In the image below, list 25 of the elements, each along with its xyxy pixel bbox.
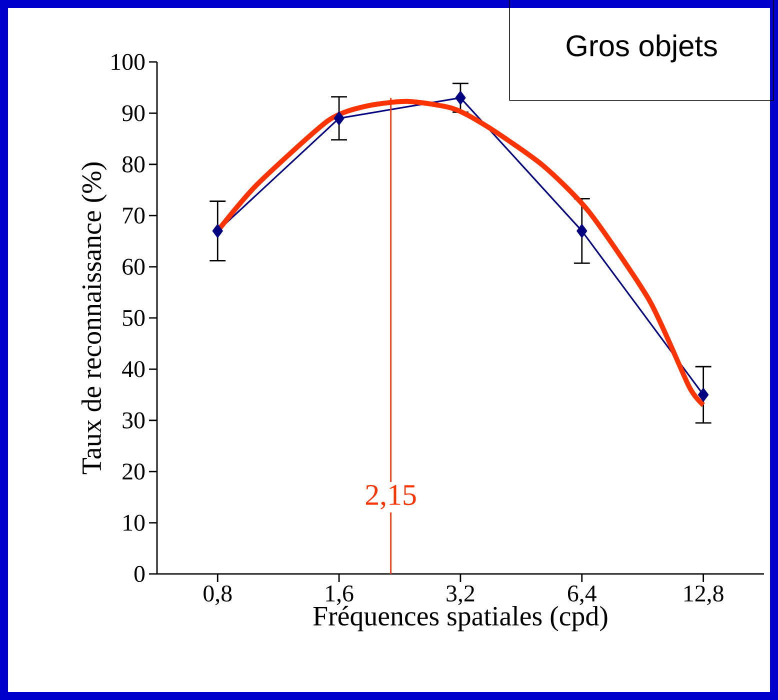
- point: [698, 388, 709, 402]
- x-tick-label: 6,4: [568, 586, 596, 606]
- y-tick-label: 80: [122, 156, 145, 172]
- y-tick-label: 60: [122, 258, 145, 275]
- y-tick-label: 70: [123, 208, 145, 224]
- point: [576, 224, 588, 238]
- y-tick-label: 50: [122, 310, 145, 326]
- chart-title: Gros objets: [566, 34, 717, 62]
- point: [334, 112, 344, 126]
- y-axis-title: Taux de reconnaissance (%): [81, 162, 107, 474]
- y-tick-label: 0: [134, 566, 145, 582]
- x-tick-label: 12,8: [684, 585, 724, 606]
- point: [212, 224, 223, 238]
- y-tick-label: 90: [122, 105, 145, 122]
- y-tick-label: 30: [122, 412, 145, 428]
- x-tick-label: 0,8: [204, 585, 232, 606]
- x-tick-label: 3,2: [446, 586, 474, 606]
- y-tick-label: 40: [122, 361, 145, 378]
- point: [455, 91, 466, 105]
- y-tick-label: 10: [124, 514, 145, 531]
- x-tick-label: 1,6: [326, 586, 354, 606]
- y-tick-label: 100: [112, 54, 145, 70]
- ref-line-label: 2,15: [366, 484, 416, 510]
- y-tick-label: 20: [122, 464, 145, 480]
- x-axis-title: Fréquences spatiales (cpd): [313, 606, 608, 632]
